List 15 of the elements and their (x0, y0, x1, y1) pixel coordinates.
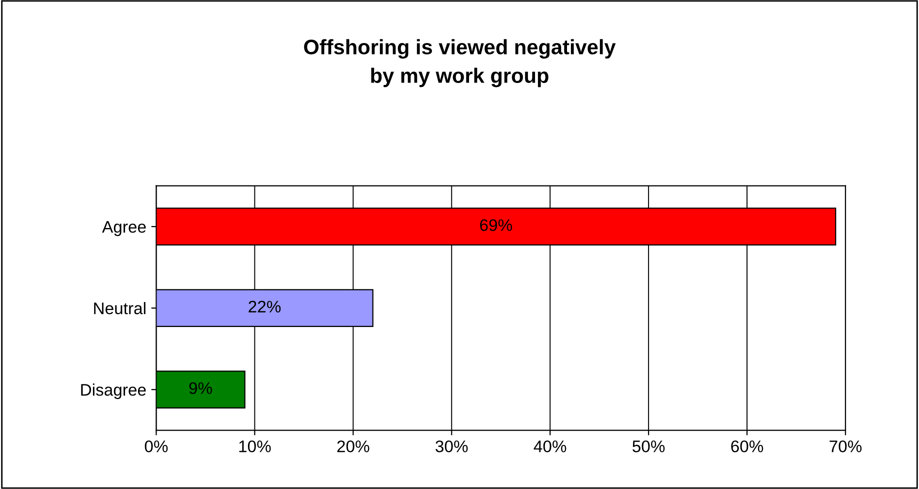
y-tick-label: Neutral (94, 302, 146, 314)
x-tick-label: 20% (337, 440, 370, 452)
x-tick-label: 60% (731, 440, 764, 452)
x-tick-label: 0% (144, 440, 168, 452)
y-tick-label: Disagree (81, 384, 146, 400)
x-tick-label: 30% (436, 440, 468, 452)
chart-title: Offshoring is viewed negatively by my work group (304, 39, 616, 88)
data-label: 69% (480, 219, 512, 232)
x-tick-label: 10% (239, 440, 271, 452)
x-tick-label: 70% (830, 440, 862, 452)
y-tick-label: Agree (102, 221, 146, 236)
x-tick-label: 40% (534, 440, 566, 452)
data-label: 9% (189, 382, 212, 394)
x-tick-label: 50% (632, 440, 665, 452)
data-label: 22% (248, 300, 281, 312)
